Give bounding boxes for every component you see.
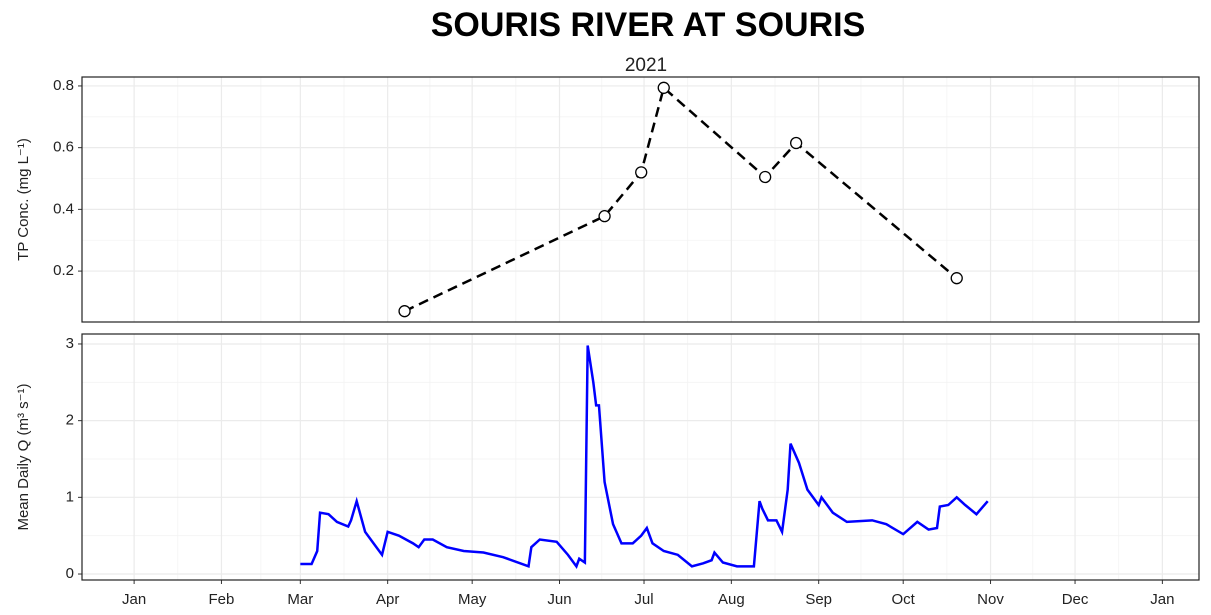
data-point [398, 305, 411, 318]
x-tick-label: Oct [892, 591, 916, 608]
x-tick-label: Jan [122, 591, 146, 608]
x-tick-label: Jul [634, 591, 653, 608]
chart-title: SOURIS RIVER AT SOURIS [431, 6, 866, 44]
data-point [635, 166, 648, 179]
panel-background [82, 334, 1199, 580]
x-tick-label: Feb [209, 591, 235, 608]
data-point [598, 210, 611, 223]
data-point [759, 170, 772, 184]
panel-background [82, 77, 1199, 322]
panel-border [81, 76, 1200, 323]
x-tick-label: May [458, 591, 487, 608]
y-tick-label: 0.6 [53, 139, 74, 156]
x-tick-label: Jan [1150, 591, 1174, 608]
data-point [950, 272, 963, 285]
panel-border [81, 333, 1200, 581]
y-tick-label: 0.2 [53, 262, 74, 279]
data-line [300, 345, 989, 569]
y-tick-label: 0.4 [53, 200, 74, 217]
y-tick-label: 1 [66, 488, 74, 505]
data-point [657, 81, 670, 94]
x-tick-label: Sep [805, 591, 832, 608]
x-tick-label: Apr [376, 591, 399, 608]
y-tick-label: 0 [66, 565, 74, 582]
data-point [789, 136, 803, 150]
y-axis-label: TP Conc. (mg L⁻¹) [15, 138, 32, 261]
y-axis-label: Mean Daily Q (m³ s⁻¹) [15, 383, 32, 530]
x-tick-label: Mar [287, 591, 313, 608]
chart-subtitle: 2021 [625, 55, 667, 76]
y-tick-label: 2 [66, 412, 74, 429]
x-tick-label: Dec [1062, 591, 1089, 608]
x-tick-label: Jun [547, 591, 571, 608]
y-tick-label: 0.8 [53, 77, 74, 94]
y-tick-label: 3 [66, 335, 74, 352]
x-tick-label: Aug [718, 591, 745, 608]
x-tick-label: Nov [977, 591, 1004, 608]
